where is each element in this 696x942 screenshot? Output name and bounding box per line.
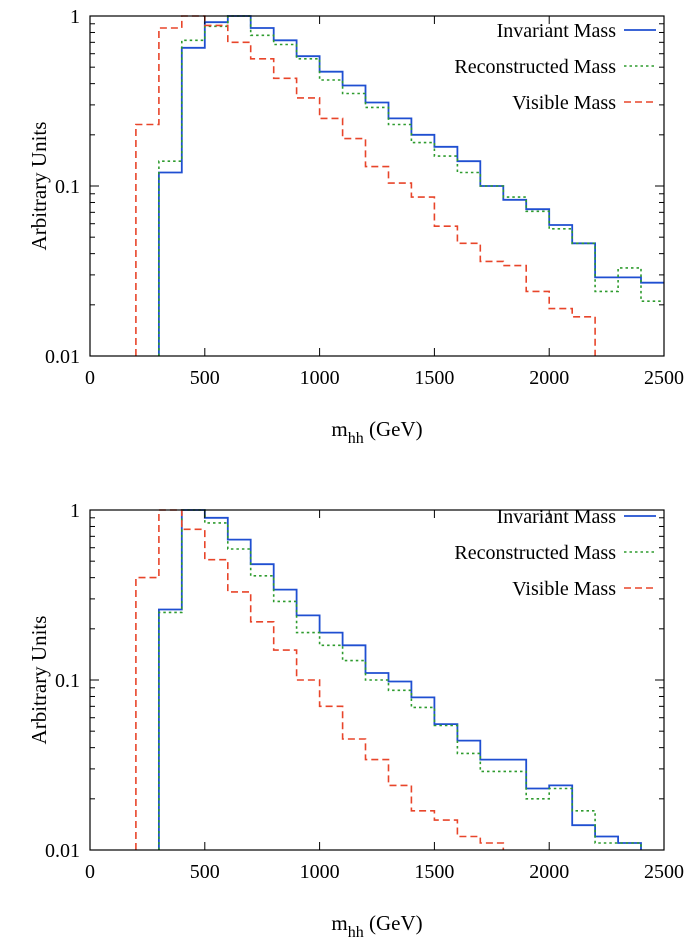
x-axis-title-main: m [331, 911, 347, 935]
series-line-visible-mass [135, 509, 505, 850]
series-line-invariant-mass [158, 509, 642, 850]
legend-label: Invariant Mass [497, 20, 617, 42]
y-axis-title: Arbitrary Units [27, 122, 51, 251]
series-line-reconstructed-mass [158, 509, 642, 850]
y-tick-label: 0.01 [45, 840, 80, 862]
y-tick-label: 0.1 [55, 670, 80, 692]
x-axis-title-subscript: hh [348, 430, 364, 447]
legend-label: Invariant Mass [497, 506, 617, 528]
y-tick-label: 1 [70, 500, 80, 522]
y-tick-label: 0.01 [45, 346, 80, 368]
x-tick-label: 0 [85, 367, 95, 389]
x-axis-title: mhh (GeV) [331, 417, 422, 447]
y-axis-title: Arbitrary Units [27, 616, 51, 745]
series-line-visible-mass [135, 15, 596, 356]
y-tick-label: 0.1 [55, 176, 80, 198]
x-tick-label: 500 [190, 861, 220, 883]
y-tick-label: 1 [70, 6, 80, 28]
legend-label: Visible Mass [512, 578, 616, 600]
x-tick-label: 1000 [300, 367, 340, 389]
x-tick-label: 2500 [644, 367, 684, 389]
x-tick-label: 2000 [529, 367, 569, 389]
x-tick-label: 2000 [529, 861, 569, 883]
x-tick-label: 0 [85, 861, 95, 883]
x-tick-label: 1500 [414, 367, 454, 389]
x-axis-title-unit: (GeV) [364, 911, 423, 935]
series-line-reconstructed-mass [158, 15, 664, 356]
legend-label: Reconstructed Mass [454, 542, 616, 564]
x-tick-label: 1000 [300, 861, 340, 883]
legend-label: Visible Mass [512, 92, 616, 114]
legend-label: Reconstructed Mass [454, 56, 616, 78]
x-axis-title-unit: (GeV) [364, 417, 423, 441]
x-axis-title-main: m [331, 417, 347, 441]
bottom-chart: 0 500 1000 1500 2000 2500 0.01 0.1 1 mhh (GeV) Arb… [27, 500, 684, 941]
top-chart: 0 500 1000 1500 2000 2500 0.01 0.1 1 mhh (GeV) Arb… [27, 6, 684, 447]
x-tick-label: 1500 [414, 861, 454, 883]
x-tick-label: 2500 [644, 861, 684, 883]
x-tick-label: 500 [190, 367, 220, 389]
x-axis-title: mhh (GeV) [331, 911, 422, 941]
x-axis-title-subscript: hh [348, 924, 364, 941]
